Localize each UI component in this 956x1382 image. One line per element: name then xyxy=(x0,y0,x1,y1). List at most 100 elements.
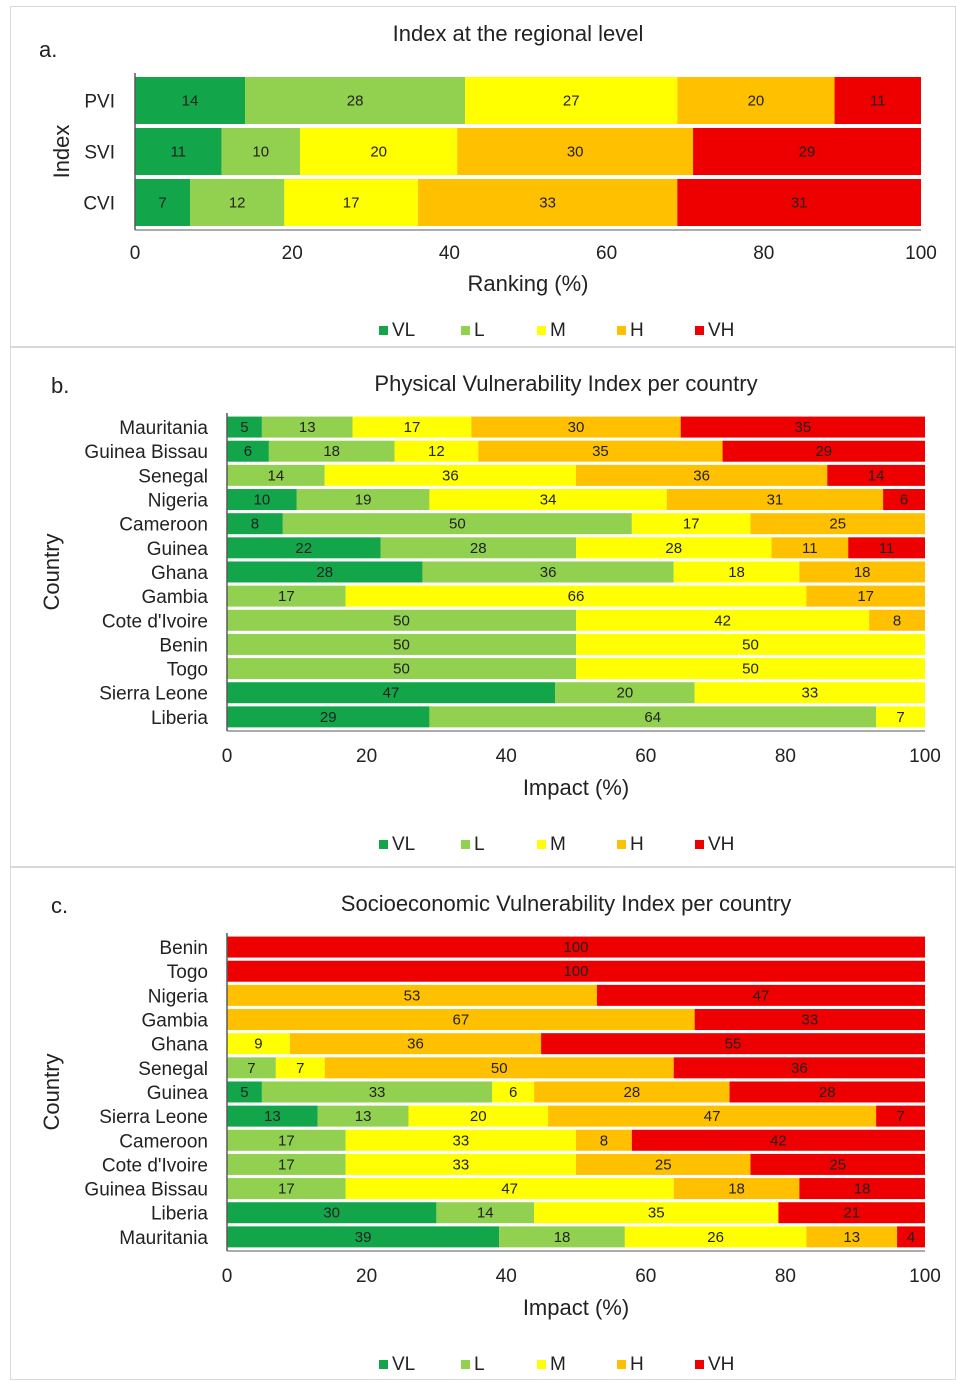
data-label: 12 xyxy=(229,195,246,212)
bar-mauritania-m xyxy=(352,416,472,438)
chart-title: Physical Vulnerability Index per country xyxy=(374,371,757,396)
bar-guinea-m xyxy=(576,537,772,559)
x-tick-label: 0 xyxy=(222,1266,233,1287)
x-tick-label: 60 xyxy=(596,243,617,264)
bar-cameroon-h xyxy=(750,513,925,535)
category-label: Senegal xyxy=(138,466,208,487)
data-label: 9 xyxy=(254,1036,262,1053)
bar-senegal-h xyxy=(324,1057,674,1079)
data-label: 30 xyxy=(568,419,585,436)
data-label: 50 xyxy=(742,636,759,653)
bar-gambia-vh xyxy=(694,1009,925,1031)
legend-label-vh: VH xyxy=(708,834,734,855)
bar-svi-m xyxy=(300,128,458,175)
data-label: 22 xyxy=(295,540,312,557)
data-label: 7 xyxy=(247,1060,255,1077)
data-label: 20 xyxy=(748,93,765,110)
bar-senegal-m xyxy=(324,464,576,486)
data-label: 30 xyxy=(323,1205,340,1222)
bar-liberia-l xyxy=(429,706,877,728)
x-tick-label: 40 xyxy=(439,243,460,264)
category-label: Ghana xyxy=(151,563,208,584)
data-label: 53 xyxy=(404,987,421,1004)
legend-label-vh: VH xyxy=(708,320,734,341)
x-tick-label: 80 xyxy=(775,1266,796,1287)
category-label: Guinea Bissau xyxy=(84,1180,208,1201)
data-label: 20 xyxy=(370,144,387,161)
legend-label-vl: VL xyxy=(392,320,415,341)
data-label: 28 xyxy=(819,1084,836,1101)
category-label: Togo xyxy=(167,660,208,681)
category-label: Nigeria xyxy=(148,491,209,512)
data-label: 28 xyxy=(470,540,487,557)
bar-cvi-vh xyxy=(677,179,921,226)
bar-liberia-m xyxy=(876,706,925,728)
data-label: 33 xyxy=(452,1156,469,1173)
data-label: 33 xyxy=(452,1132,469,1149)
bar-guinea-vh xyxy=(848,537,925,559)
data-label: 17 xyxy=(404,419,421,436)
data-label: 7 xyxy=(896,709,904,726)
data-label: 8 xyxy=(600,1132,608,1149)
data-label: 50 xyxy=(393,661,410,678)
bar-liberia-l xyxy=(436,1202,535,1224)
legend-label-m: M xyxy=(550,320,566,341)
bar-svi-h xyxy=(457,128,694,175)
bar-ghana-l xyxy=(422,561,674,583)
category-label: Cameroon xyxy=(119,515,208,536)
bar-nigeria-h xyxy=(227,984,597,1006)
x-tick-label: 20 xyxy=(282,243,303,264)
data-label: 17 xyxy=(278,1181,295,1198)
bar-togo-l xyxy=(227,658,576,680)
bar-guinea-l xyxy=(380,537,576,559)
legend-swatch-vh xyxy=(695,326,704,335)
data-label: 6 xyxy=(509,1084,517,1101)
legend-swatch-h xyxy=(617,840,626,849)
data-label: 10 xyxy=(252,144,269,161)
data-label: 17 xyxy=(343,195,360,212)
legend-swatch-vl xyxy=(379,326,388,335)
bar-pvi-vh xyxy=(834,77,921,124)
category-label: Togo xyxy=(167,962,208,983)
bar-cote-d-ivoire-vh xyxy=(750,1153,925,1175)
data-label: 11 xyxy=(170,144,186,161)
x-tick-label: 40 xyxy=(496,746,517,767)
data-label: 19 xyxy=(355,492,372,509)
data-label: 18 xyxy=(854,564,871,581)
x-tick-label: 100 xyxy=(909,746,941,767)
bar-gambia-h xyxy=(806,585,925,607)
data-label: 36 xyxy=(693,467,710,484)
data-label: 7 xyxy=(296,1060,304,1077)
data-label: 31 xyxy=(767,492,784,509)
data-label: 100 xyxy=(563,963,588,980)
bar-senegal-l xyxy=(227,464,325,486)
bar-cote-d-ivoire-m xyxy=(576,609,870,631)
legend-swatch-m xyxy=(537,1360,546,1369)
bar-cameroon-m xyxy=(631,513,751,535)
data-label: 11 xyxy=(879,540,895,557)
data-label: 14 xyxy=(477,1205,494,1222)
legend-swatch-l xyxy=(461,326,470,335)
category-label: Liberia xyxy=(151,708,208,729)
x-tick-label: 20 xyxy=(356,1266,377,1287)
panel-socioeconomic-vulnerability: c. Socioeconomic Vulnerability Index per … xyxy=(10,867,956,1380)
legend-label-l: L xyxy=(474,1354,485,1375)
chart-title: Socioeconomic Vulnerability Index per co… xyxy=(341,891,791,916)
x-tick-label: 80 xyxy=(775,746,796,767)
legend-swatch-vl xyxy=(379,840,388,849)
bar-guinea-bissau-m xyxy=(345,1178,674,1200)
bar-liberia-vl xyxy=(227,706,430,728)
data-label: 26 xyxy=(707,1229,724,1246)
data-label: 6 xyxy=(900,492,908,509)
data-label: 36 xyxy=(791,1060,808,1077)
data-label: 27 xyxy=(563,93,580,110)
bar-senegal-vh xyxy=(827,464,925,486)
x-tick-label: 0 xyxy=(222,746,233,767)
bar-pvi-h xyxy=(677,77,835,124)
bar-cameroon-l xyxy=(227,1129,346,1151)
data-label: 35 xyxy=(648,1205,665,1222)
bar-guinea-bissau-h xyxy=(673,1178,800,1200)
bar-guinea-vl xyxy=(227,537,381,559)
bar-ghana-h xyxy=(289,1033,542,1055)
bar-cameroon-h xyxy=(576,1129,632,1151)
